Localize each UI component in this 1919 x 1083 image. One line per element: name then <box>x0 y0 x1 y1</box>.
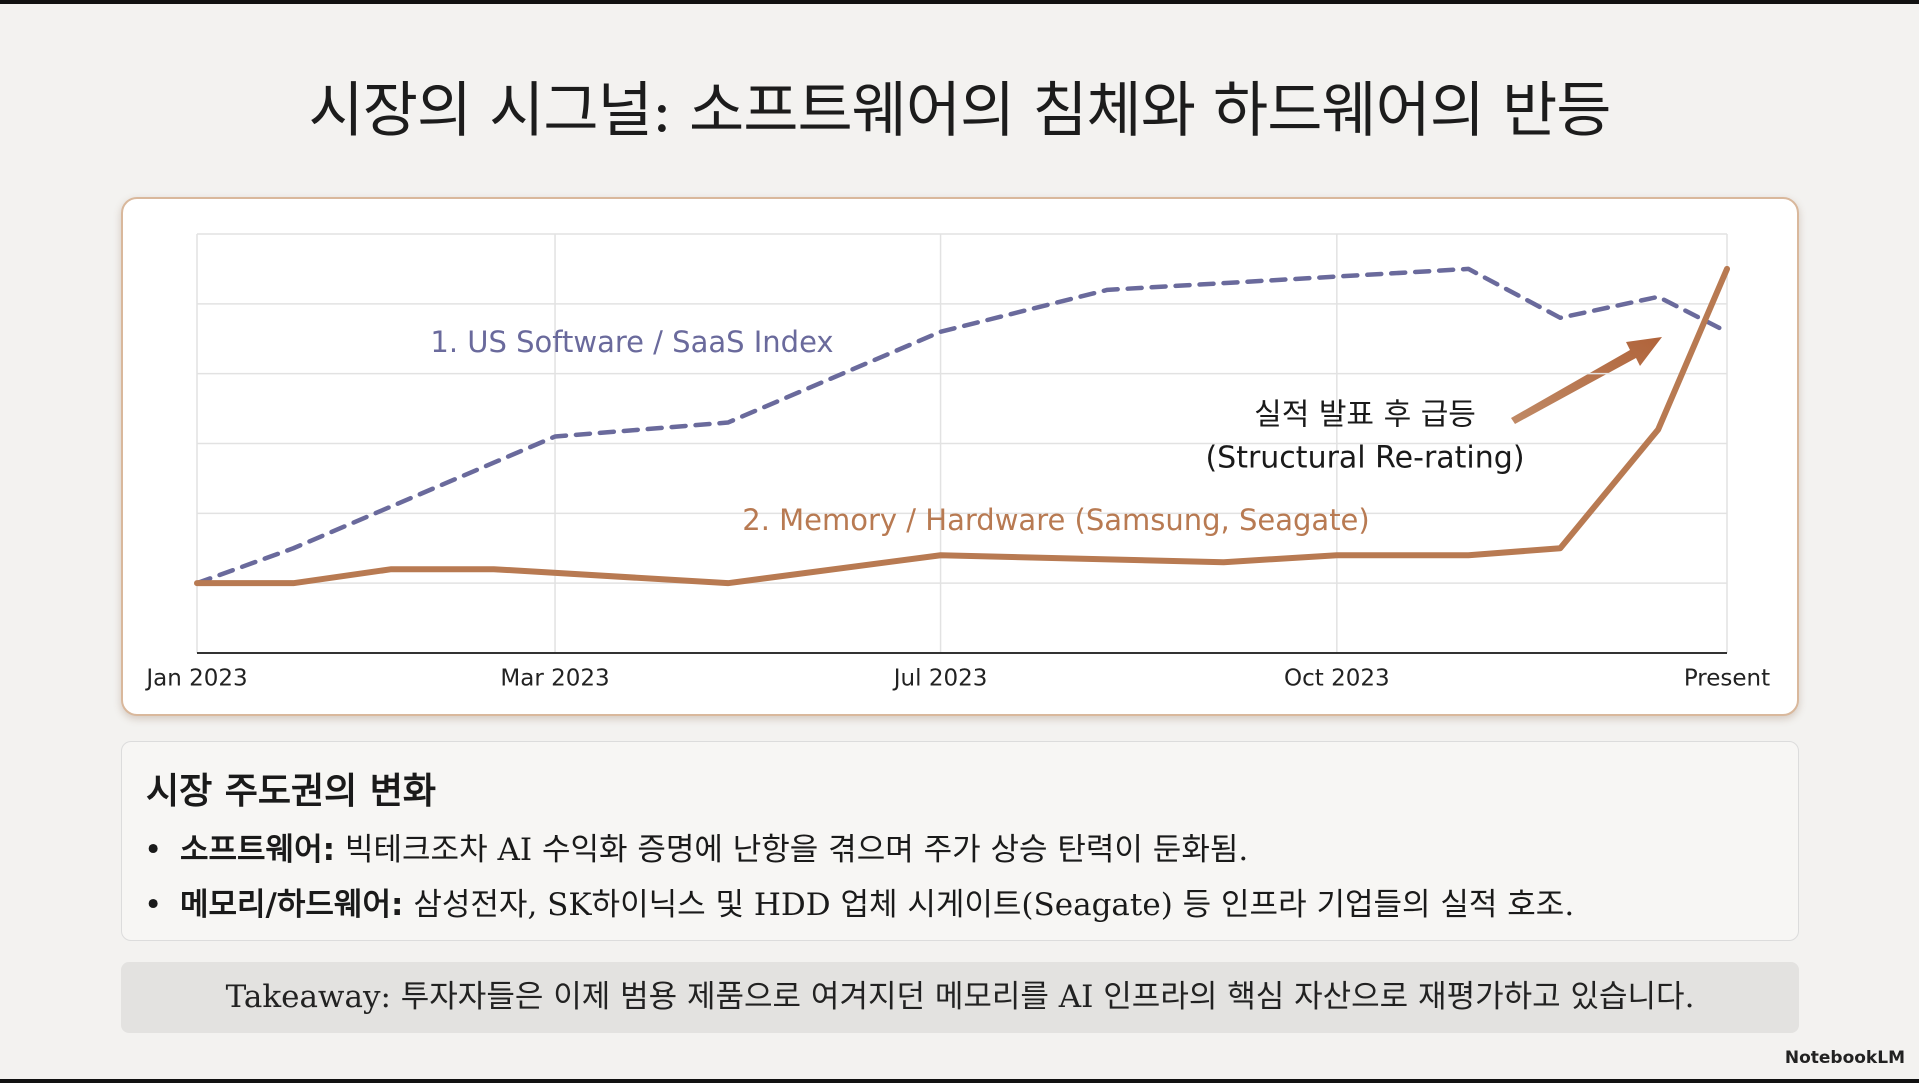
annotation: (Structural Re-rating) <box>1205 441 1524 476</box>
series-line <box>194 266 1730 586</box>
bullet-label: 소프트웨어: <box>180 832 335 868</box>
bullet: • 메모리/하드웨어: 삼성전자, SK하이닉스 및 HDD 업체 시게이트(Sea… <box>144 887 1575 923</box>
bullet-label: 메모리/하드웨어: <box>180 887 404 923</box>
x-tick-label: Present <box>1684 666 1770 692</box>
x-tick-label: Jan 2023 <box>144 666 247 692</box>
annotation: 실적 발표 후 급등 <box>1254 398 1476 433</box>
bullet: • 소프트웨어: 빅테크조차 AI 수익화 증명에 난항을 겪으며 주가 상승 탄력… <box>144 832 1249 868</box>
x-tick-label: Jul 2023 <box>892 666 988 692</box>
info-panel: 시장 주도권의 변화 • 소프트웨어: 빅테크조차 AI 수익화 증명에 난항을 겪… <box>121 741 1799 941</box>
series-label: 2. Memory / Hardware (Samsung, Seagate) <box>742 503 1369 537</box>
panel-heading: 시장 주도권의 변화 <box>146 771 437 812</box>
bullet-text: 빅테크조차 AI 수익화 증명에 난항을 겪으며 주가 상승 탄력이 둔화됨. <box>345 832 1249 868</box>
slide-title: 시장의 시그널: 소프트웨어의 침체와 하드웨어의 반등 <box>308 76 1612 146</box>
x-tick-label: Oct 2023 <box>1284 666 1390 692</box>
chart: Jan 2023 Mar 2023 Jul 2023 Oct 2023 Present 1… <box>144 233 1770 692</box>
takeaway: Takeaway: 투자자들은 이제 범용 제품으로 여겨지던 메모리를 AI … <box>121 962 1799 1033</box>
x-tick-label: Mar 2023 <box>500 666 609 692</box>
brand: NotebookLM <box>1784 1048 1905 1068</box>
bullet-text: 삼성전자, SK하이닉스 및 HDD 업체 시게이트(Seagate) 등 인프… <box>413 887 1575 923</box>
chart-card <box>121 197 1799 716</box>
series-label: 1. US Software / SaaS Index <box>430 325 833 359</box>
series-line <box>194 265 1730 587</box>
bottom-bar <box>0 1079 1919 1083</box>
annotation-arrow <box>1511 337 1662 424</box>
